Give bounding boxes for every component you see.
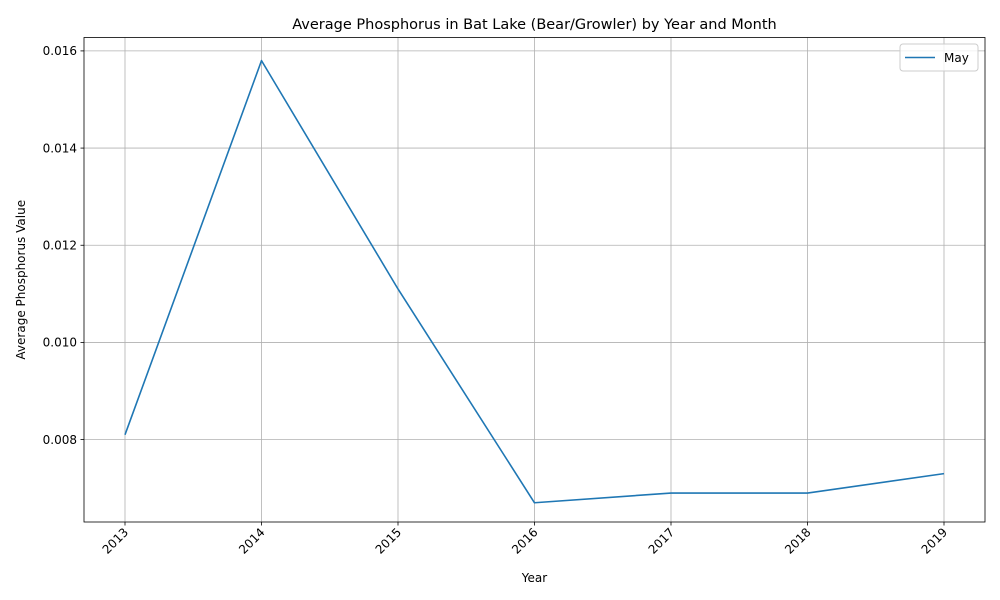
y-tick-label: 0.014 — [43, 141, 77, 155]
chart-title: Average Phosphorus in Bat Lake (Bear/Gro… — [292, 17, 777, 33]
y-tick-label: 0.008 — [43, 433, 77, 447]
x-axis-label: Year — [521, 571, 547, 585]
y-axis-ticks: 0.008 0.010 0.012 0.014 0.016 — [43, 44, 84, 447]
grid-lines — [84, 37, 985, 522]
y-tick-label: 0.010 — [43, 336, 77, 350]
legend: May — [899, 43, 979, 72]
y-tick-label: 0.016 — [43, 44, 77, 58]
y-tick-label: 0.012 — [43, 238, 77, 252]
legend-label: May — [944, 51, 969, 65]
y-axis-label: Average Phosphorus Value — [14, 200, 28, 360]
series-lines — [124, 59, 945, 504]
legend-box — [899, 43, 979, 72]
